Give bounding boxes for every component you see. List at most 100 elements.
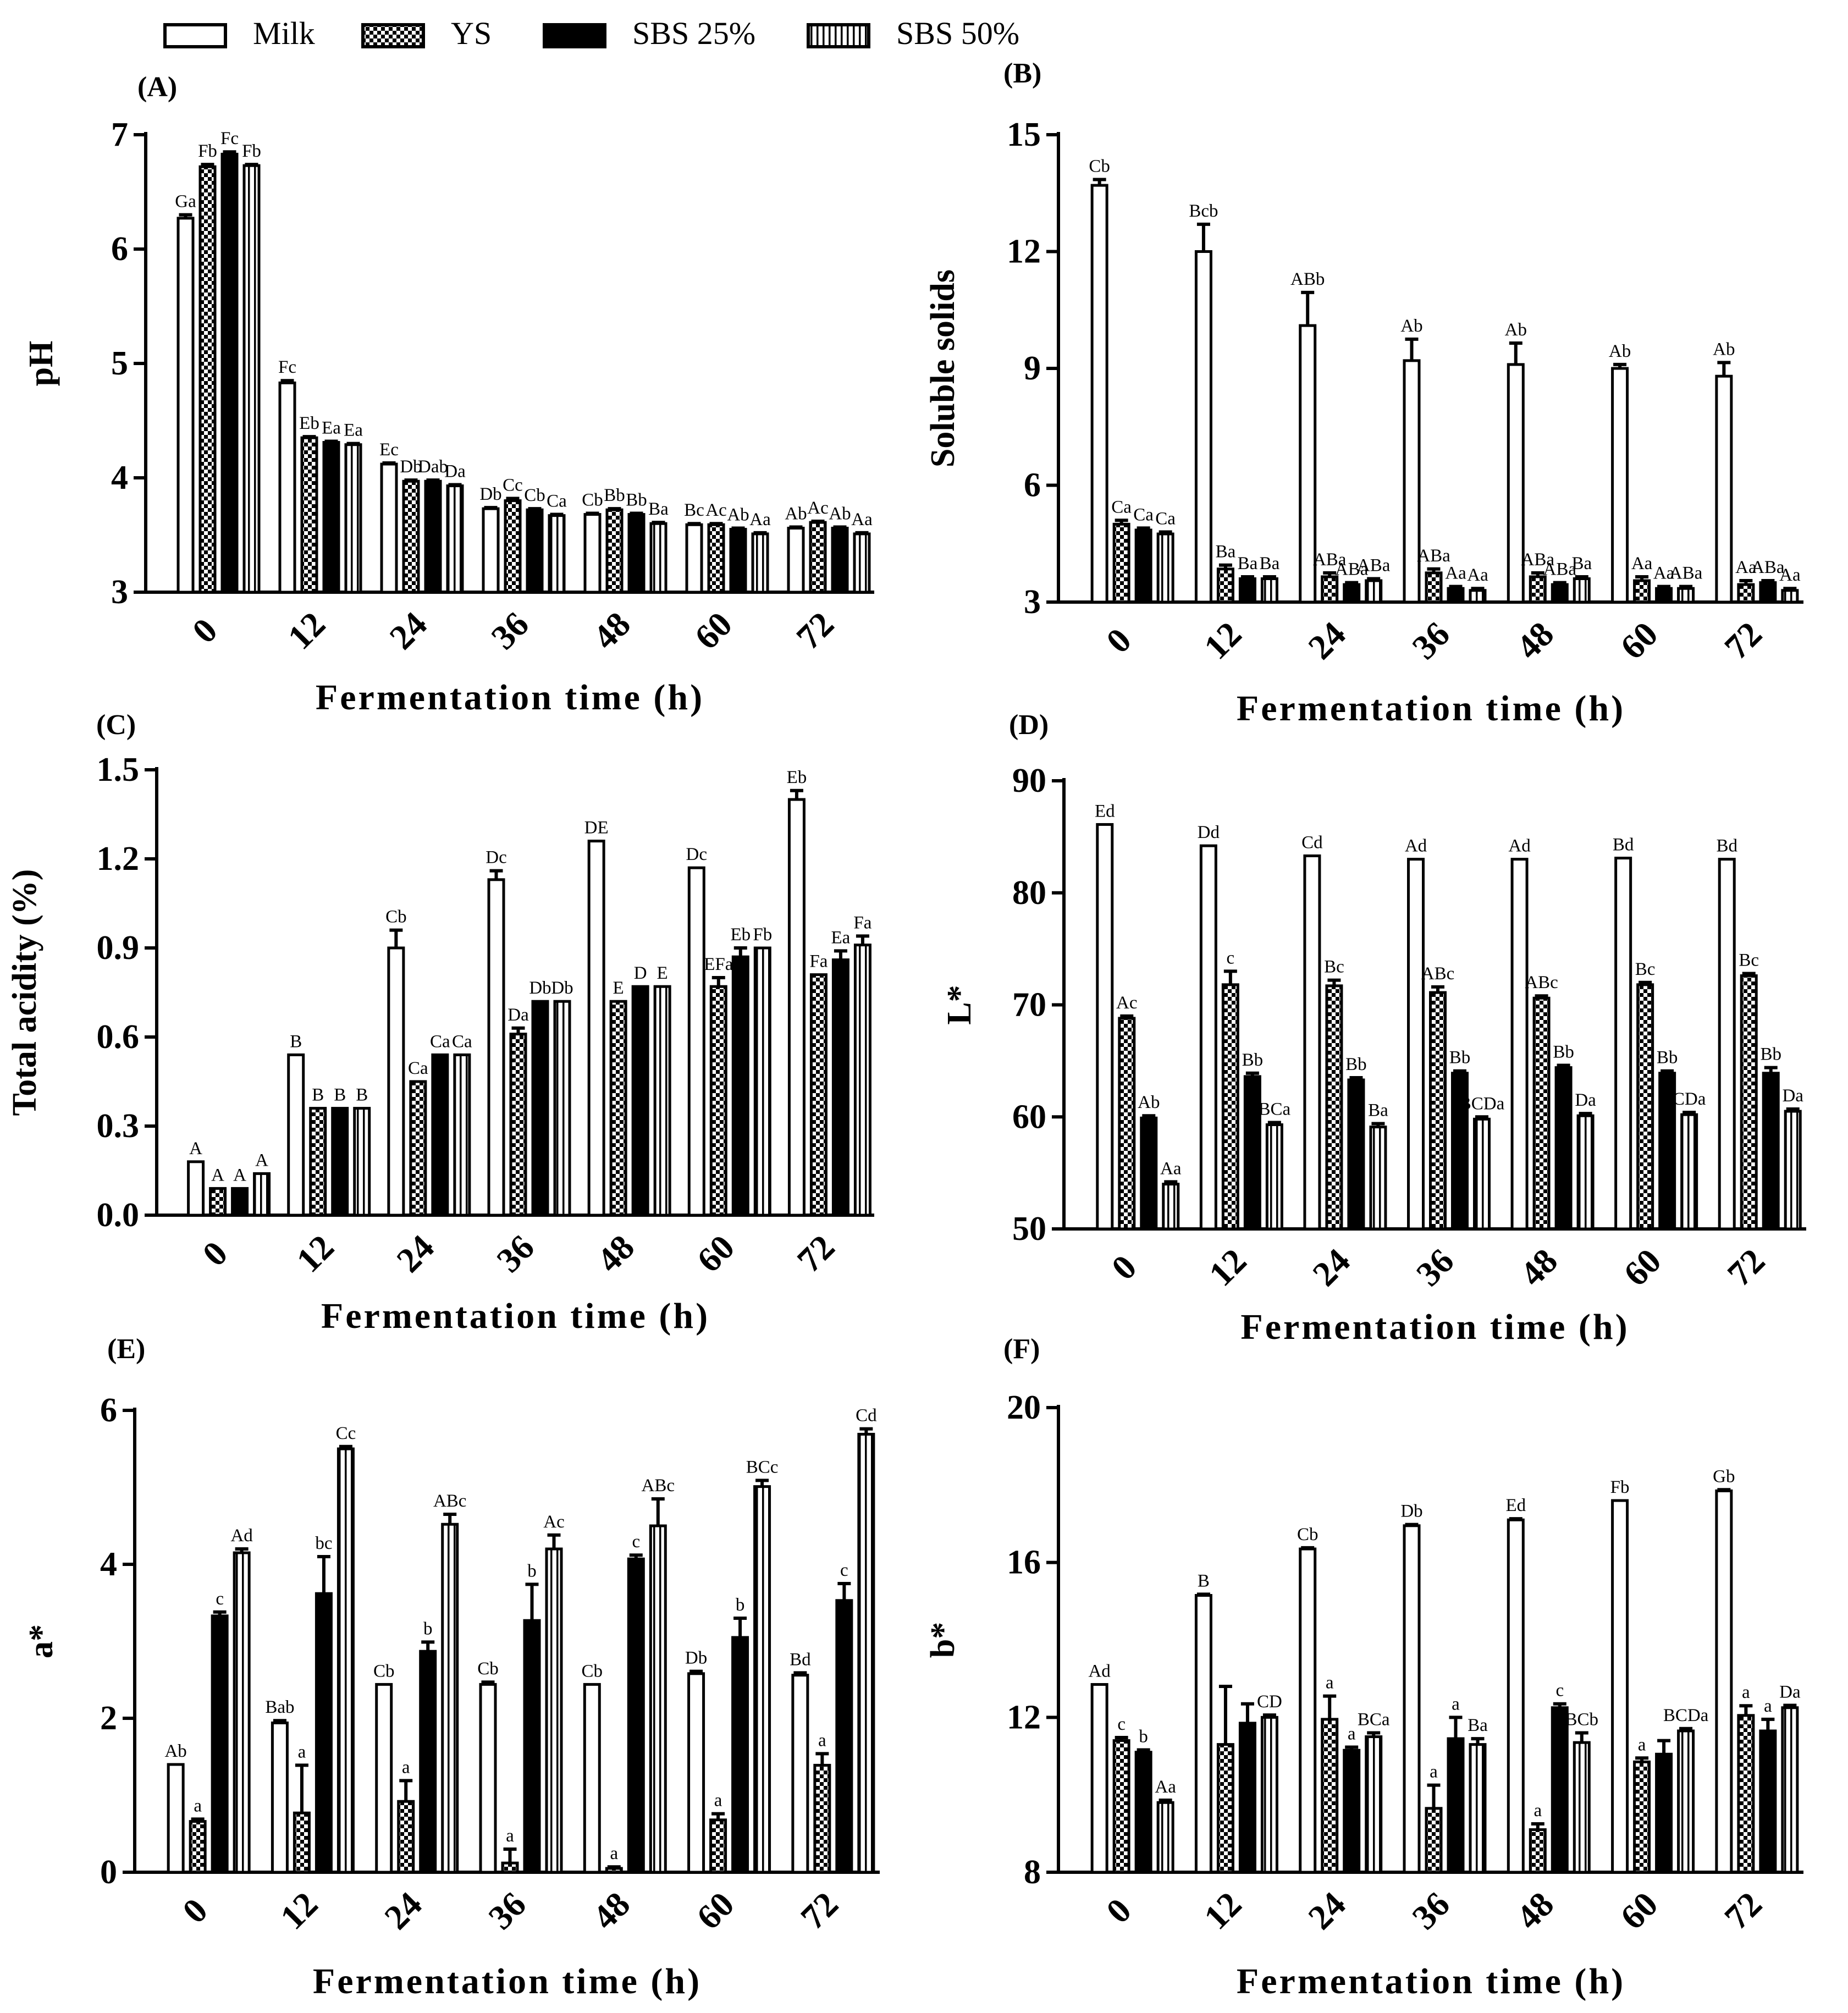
bar-group-72h: Bd Bc Bb Da 72 bbox=[1716, 836, 1803, 1294]
bar bbox=[631, 985, 649, 1217]
x-tick-label: 72 bbox=[790, 1227, 842, 1280]
y-tick-label: 16 bbox=[1007, 1544, 1041, 1581]
data-label: BCb bbox=[1565, 1710, 1599, 1730]
data-label: Da bbox=[444, 461, 466, 481]
bar bbox=[1162, 1183, 1180, 1231]
data-label: BCa bbox=[1358, 1710, 1390, 1730]
data-label: Cc bbox=[336, 1424, 356, 1443]
data-label: Cb bbox=[477, 1659, 499, 1679]
data-label: Db bbox=[529, 978, 551, 998]
x-tick-label: 60 bbox=[689, 1884, 741, 1937]
data-label: Bd bbox=[790, 1650, 811, 1669]
data-label: Ga bbox=[175, 192, 196, 212]
x-tick-label: 36 bbox=[481, 1884, 533, 1937]
data-label: ABb bbox=[1290, 269, 1325, 289]
data-label: Da bbox=[1782, 1086, 1803, 1106]
x-tick-label: 12 bbox=[1196, 614, 1249, 666]
bar-group-48h: Cb a c ABc 48 bbox=[582, 1476, 675, 1937]
bar bbox=[1140, 1116, 1158, 1231]
panel-label: (F) bbox=[1003, 1333, 1040, 1365]
data-label: Eb bbox=[787, 768, 807, 787]
bar-group-60h: Fb a BCDa 60 bbox=[1610, 1477, 1709, 1937]
data-label: B bbox=[290, 1032, 302, 1051]
data-label: ABc bbox=[1525, 973, 1558, 992]
bar bbox=[753, 1485, 771, 1874]
data-label: Bc bbox=[1635, 959, 1656, 979]
bar bbox=[835, 1599, 853, 1874]
bar bbox=[1469, 589, 1487, 604]
bar bbox=[531, 1000, 549, 1217]
bar bbox=[1551, 1706, 1569, 1874]
bar bbox=[1576, 1114, 1595, 1231]
x-axis-title: Fermentation time (h) bbox=[1237, 1961, 1625, 2001]
bar bbox=[375, 1683, 393, 1874]
bar bbox=[424, 479, 442, 594]
bar bbox=[1403, 359, 1421, 604]
data-label: Bb bbox=[1449, 1048, 1471, 1068]
bar-group-36h: Ad ABc Bb BCDa 36 bbox=[1405, 836, 1505, 1294]
bar bbox=[211, 1614, 229, 1874]
y-tick-label: 4 bbox=[111, 459, 128, 497]
x-tick-label: 24 bbox=[1300, 1884, 1353, 1937]
data-label: a bbox=[1452, 1694, 1460, 1714]
panel-label: (C) bbox=[96, 709, 136, 741]
y-tick-label: 6 bbox=[1024, 467, 1041, 504]
bar bbox=[751, 532, 769, 594]
data-label: Gb bbox=[1713, 1466, 1735, 1486]
data-label: Fb bbox=[242, 141, 261, 161]
bar bbox=[1343, 1749, 1361, 1874]
data-label: Ca bbox=[1133, 505, 1154, 525]
data-label: c bbox=[1227, 948, 1235, 968]
data-label: Bcb bbox=[1189, 201, 1218, 221]
bar bbox=[1299, 1547, 1317, 1874]
y-tick-label: 50 bbox=[1012, 1210, 1046, 1248]
x-axis-title: Fermentation time (h) bbox=[1240, 1307, 1629, 1347]
data-label: ABa bbox=[1521, 550, 1555, 570]
bar bbox=[1507, 1518, 1525, 1874]
legend-item-milk: Milk bbox=[163, 15, 315, 51]
data-label: ABc bbox=[433, 1491, 467, 1511]
data-label: a bbox=[610, 1844, 618, 1863]
bar-group-60h: Dc EFa Eb Fb 60 bbox=[686, 845, 773, 1280]
bar bbox=[344, 443, 362, 594]
data-label: E bbox=[613, 978, 624, 998]
bar bbox=[1156, 532, 1174, 604]
data-label: Dc bbox=[686, 845, 707, 864]
data-label: Bb bbox=[1553, 1043, 1574, 1062]
data-label: Ad bbox=[1088, 1661, 1111, 1681]
x-tick-label: 24 bbox=[1300, 614, 1353, 666]
bar-group-12h: Bab a bc Cc 12 bbox=[265, 1424, 356, 1937]
bar bbox=[1321, 575, 1339, 604]
x-tick-label: 0 bbox=[175, 1890, 215, 1931]
data-label: c bbox=[216, 1589, 224, 1609]
bar bbox=[545, 1547, 563, 1874]
data-label: Ec bbox=[379, 440, 399, 460]
bar bbox=[1532, 996, 1551, 1231]
bar bbox=[1425, 571, 1443, 604]
data-label: ABa bbox=[1313, 550, 1347, 570]
bar-group-12h: BB B B12 bbox=[287, 1032, 371, 1280]
data-label: CD bbox=[1257, 1692, 1282, 1712]
x-tick-label: 0 bbox=[185, 610, 225, 650]
bar bbox=[1469, 1743, 1487, 1874]
bar bbox=[709, 1818, 727, 1874]
bar bbox=[176, 217, 195, 594]
bar-group-0h: AA AA0 bbox=[187, 1139, 271, 1273]
bar bbox=[1134, 528, 1152, 604]
data-label: Ac bbox=[705, 500, 726, 520]
bar bbox=[167, 1763, 185, 1874]
data-label: b bbox=[1139, 1727, 1148, 1746]
y-tick-label: 0 bbox=[100, 1854, 117, 1891]
y-tick-label: 80 bbox=[1012, 874, 1046, 912]
data-label: Aa bbox=[1467, 565, 1488, 585]
x-axis-title: Fermentation time (h) bbox=[321, 1296, 710, 1336]
bar bbox=[242, 164, 261, 594]
data-label: Ac bbox=[1116, 993, 1137, 1013]
bar bbox=[441, 1523, 459, 1874]
